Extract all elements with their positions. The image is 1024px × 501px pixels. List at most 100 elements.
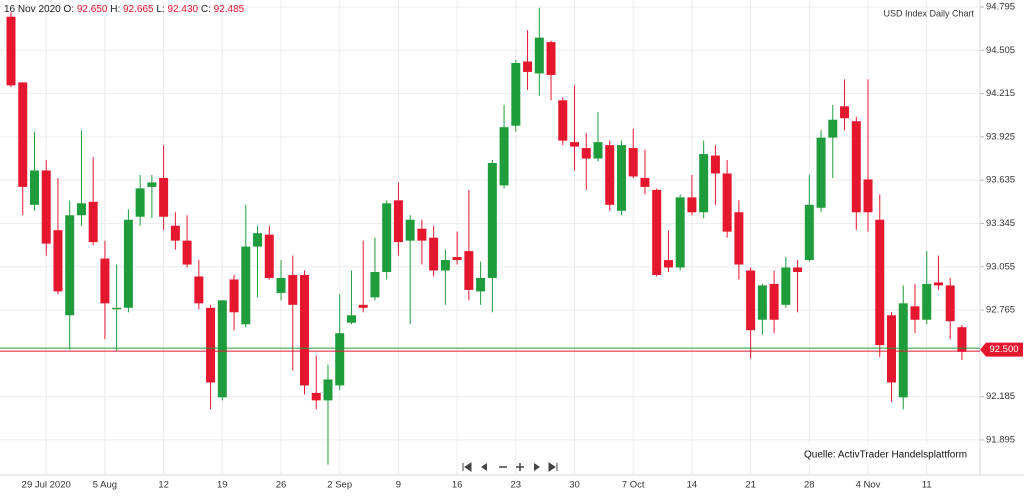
candle-body — [781, 267, 791, 305]
price-tag — [980, 342, 1023, 357]
candle-body — [18, 82, 28, 187]
candle-body — [65, 215, 75, 316]
candle-body — [546, 42, 556, 75]
candle-body — [640, 177, 650, 187]
candle-body — [675, 197, 685, 268]
y-tick-label: 93.925 — [986, 131, 1015, 142]
x-tick-label: 28 — [804, 480, 815, 491]
nav-next[interactable] — [534, 463, 540, 471]
candle-body — [499, 127, 509, 186]
labels: 94.795 94.505 94.215 93.925 93.635 93.345 93.0… — [22, 2, 1023, 491]
candle-body — [628, 148, 638, 177]
candle-body — [335, 333, 345, 386]
candle-body — [370, 271, 380, 298]
x-tick-label: 26 — [276, 480, 287, 491]
x-tick-label: 7 Oct — [622, 480, 645, 491]
x-tick-label: 9 — [396, 480, 401, 491]
candle-body — [358, 304, 368, 308]
candle-body — [922, 283, 932, 320]
candle-body — [112, 307, 122, 310]
candle-body — [464, 251, 474, 290]
candle-body — [100, 258, 110, 304]
y-tick-label: 92.185 — [986, 391, 1015, 402]
candle-body — [6, 16, 16, 86]
source-box — [798, 444, 970, 464]
candle-body — [217, 300, 227, 398]
candle-body — [182, 240, 192, 265]
candle-body — [663, 260, 673, 268]
x-tick-label: 11 — [922, 480, 932, 491]
candle-body — [229, 279, 239, 313]
candle-body — [933, 282, 943, 286]
candle-body — [957, 327, 967, 352]
header-field-label: C: — [201, 4, 211, 15]
x-tick-label: 5 Aug — [93, 480, 117, 491]
nav-first[interactable] — [462, 462, 472, 472]
candle-body — [534, 37, 544, 74]
candle-body — [253, 233, 263, 247]
header-field-value: 92.430 — [168, 4, 199, 15]
candle-body — [440, 260, 450, 271]
candle-body — [88, 201, 98, 243]
candle-body — [605, 145, 615, 205]
candle-body — [41, 170, 51, 244]
x-tick-label: 21 — [745, 480, 756, 491]
header-field-label: O: — [64, 4, 75, 15]
candle-body — [241, 246, 251, 325]
candle-body — [147, 182, 157, 187]
nav-last[interactable] — [548, 462, 558, 472]
candle-body — [29, 170, 39, 205]
x-tick-label: 29 Jul 2020 — [22, 480, 71, 491]
candle-body — [288, 274, 298, 305]
candle-body — [828, 119, 838, 138]
x-tick-label: 16 — [452, 480, 463, 491]
nav-prev[interactable] — [481, 463, 487, 471]
x-tick-label: 4 Nov — [856, 480, 881, 491]
candle-body — [757, 285, 767, 320]
candle-body — [76, 203, 86, 216]
candle-body — [616, 145, 626, 211]
header-field-label: L: — [156, 4, 164, 15]
y-tick-label: 93.345 — [986, 218, 1015, 229]
candle-body — [170, 225, 180, 241]
candle-body — [910, 306, 920, 320]
y-tick-label: 94.795 — [986, 2, 1015, 13]
header-field-value: 92.665 — [123, 4, 154, 15]
candle-body — [382, 203, 392, 272]
header-date: 16 Nov 2020 — [4, 4, 61, 15]
candle-body — [734, 212, 744, 265]
x-tick-label: 19 — [217, 480, 228, 491]
candle-body — [875, 219, 885, 346]
candle-body — [393, 200, 403, 243]
candle-body — [945, 285, 955, 322]
candle-body — [898, 303, 908, 398]
candle-body — [581, 148, 591, 159]
candle-body — [487, 163, 497, 278]
candle-body — [476, 277, 486, 292]
candle-body — [123, 219, 133, 308]
source: Quelle: ActivTrader Handelsplattform — [804, 450, 967, 461]
candles — [0, 7, 980, 465]
candle-body — [194, 276, 204, 304]
candle-body — [863, 179, 873, 213]
candle-body — [746, 270, 756, 331]
candle-body — [699, 154, 709, 213]
y-tick-label: 94.505 — [986, 45, 1015, 56]
y-tick-label: 93.055 — [986, 261, 1015, 272]
nav-zoom-in[interactable] — [516, 463, 524, 471]
candle-body — [652, 189, 662, 275]
candle-body — [793, 267, 803, 272]
candle-body — [593, 142, 603, 159]
candle-body — [804, 204, 814, 261]
candle-body — [264, 234, 274, 278]
candle-body — [346, 315, 356, 323]
candle-body — [769, 283, 779, 320]
y-tick-label: 91.895 — [986, 434, 1015, 445]
navigation — [462, 462, 558, 472]
x-tick-label: 30 — [569, 480, 580, 491]
candle-body — [722, 173, 732, 232]
candle-body — [323, 379, 333, 401]
candle-body — [276, 277, 286, 293]
x-tick-label: 14 — [687, 480, 698, 491]
